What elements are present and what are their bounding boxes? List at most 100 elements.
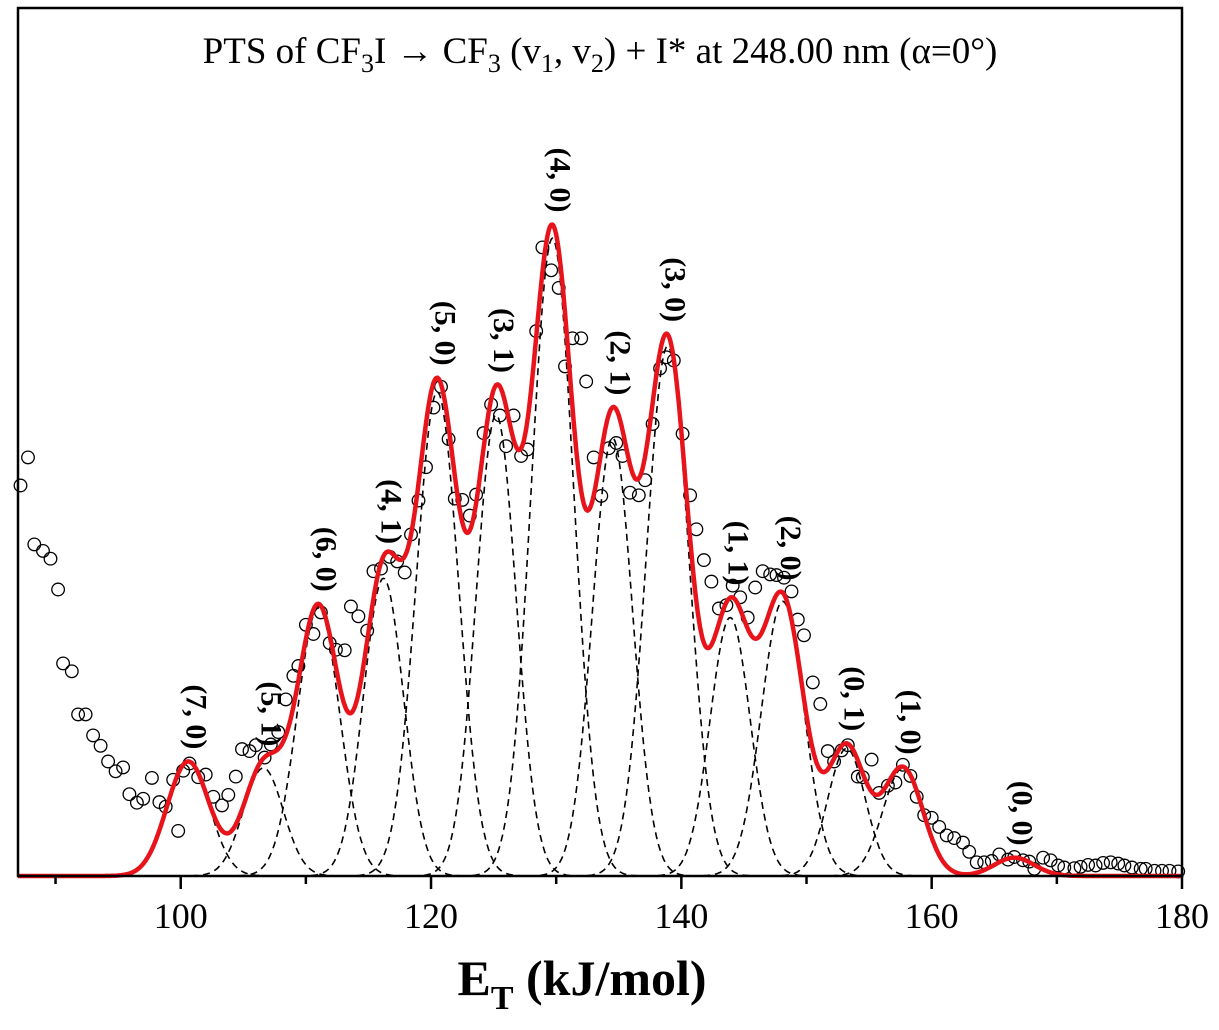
data-point bbox=[623, 485, 637, 500]
component-curve bbox=[424, 237, 681, 877]
component-curve bbox=[60, 760, 316, 877]
data-point bbox=[228, 769, 243, 784]
peak-label: (3, 0) bbox=[659, 257, 692, 322]
fit-curve bbox=[17, 222, 1183, 879]
peak-label: (4, 1) bbox=[375, 479, 408, 544]
peak-label: (0, 1) bbox=[838, 666, 871, 731]
data-point bbox=[221, 787, 236, 802]
peak-label: (1, 0) bbox=[894, 690, 927, 755]
data-point bbox=[631, 488, 646, 503]
data-point bbox=[86, 728, 101, 743]
peak-label: (7, 0) bbox=[179, 684, 212, 749]
data-point bbox=[351, 609, 366, 624]
x-tick-label: 140 bbox=[654, 896, 708, 936]
component-curve bbox=[190, 606, 447, 877]
data-point bbox=[797, 628, 811, 643]
data-point bbox=[1088, 858, 1103, 873]
data-point bbox=[1051, 858, 1066, 873]
data-point bbox=[64, 664, 79, 679]
data-point bbox=[763, 567, 778, 582]
component-curve bbox=[309, 390, 565, 877]
data-point bbox=[689, 522, 704, 537]
data-point bbox=[609, 436, 624, 450]
peak-label: (3, 1) bbox=[487, 308, 520, 373]
data-point bbox=[13, 478, 28, 493]
peak-label: (6, 0) bbox=[309, 527, 342, 592]
data-point bbox=[390, 554, 405, 569]
data-point bbox=[257, 750, 272, 765]
data-point bbox=[1043, 853, 1058, 868]
data-point bbox=[397, 565, 412, 580]
data-point bbox=[805, 675, 820, 690]
data-point bbox=[1036, 850, 1051, 865]
data-point bbox=[1096, 855, 1111, 870]
x-tick-label: 120 bbox=[404, 896, 458, 936]
peak-labels: (7, 0) (5, 1) (6, 0) (4, 1) (5, 0) (3, 1) (4, … bbox=[179, 148, 1038, 846]
data-point bbox=[903, 768, 918, 783]
data-point bbox=[1103, 855, 1118, 870]
x-axis-label: ET (kJ/mol) bbox=[457, 950, 706, 1017]
data-point bbox=[1124, 860, 1139, 875]
data-point bbox=[932, 819, 947, 834]
x-tick-label: 180 bbox=[1155, 896, 1209, 936]
component-curve bbox=[655, 600, 911, 877]
data-point bbox=[769, 568, 784, 583]
data-point bbox=[755, 564, 770, 579]
data-point bbox=[683, 488, 698, 503]
peak-label: (5, 1) bbox=[254, 681, 287, 746]
peak-label: (2, 0) bbox=[774, 516, 807, 581]
data-point bbox=[93, 738, 108, 753]
data-point bbox=[813, 697, 828, 711]
data-point bbox=[1081, 857, 1096, 872]
data-point bbox=[51, 582, 66, 597]
data-point bbox=[696, 553, 711, 568]
total-fit-line bbox=[17, 222, 1183, 879]
data-point bbox=[71, 707, 86, 722]
data-point bbox=[215, 798, 229, 813]
peak-label: (2, 1) bbox=[604, 330, 637, 395]
data-point bbox=[171, 823, 186, 838]
data-point bbox=[108, 764, 123, 779]
data-point bbox=[1073, 859, 1088, 874]
chart-title: PTS of CF3I → CF3 (v1, v2) + I* at 248.00… bbox=[203, 31, 998, 78]
component-curves bbox=[60, 237, 1135, 877]
peak-label: (4, 0) bbox=[543, 148, 576, 213]
data-point bbox=[499, 439, 514, 454]
data-point bbox=[962, 844, 977, 859]
component-curve bbox=[492, 436, 733, 877]
data-point bbox=[343, 599, 358, 614]
data-point bbox=[748, 580, 763, 595]
data-point bbox=[820, 744, 835, 759]
component-curve bbox=[539, 345, 796, 877]
data-point bbox=[27, 537, 42, 552]
data-point bbox=[939, 828, 954, 843]
data-point bbox=[579, 374, 594, 389]
data-point bbox=[43, 551, 58, 566]
x-axis: 100 120 140 160 180 bbox=[54, 876, 1209, 936]
data-point bbox=[56, 656, 71, 671]
data-point bbox=[235, 742, 249, 757]
plot-frame bbox=[16, 6, 1184, 878]
plot-area: (7, 0) (5, 1) (6, 0) (4, 1) (5, 0) (3, 1) (4, … bbox=[13, 148, 1186, 879]
data-point bbox=[21, 450, 35, 465]
data-point bbox=[263, 737, 278, 752]
data-point bbox=[777, 570, 791, 585]
data-point bbox=[116, 760, 131, 775]
data-point bbox=[1111, 856, 1126, 871]
data-point bbox=[122, 787, 137, 802]
data-point bbox=[36, 543, 50, 558]
data-point bbox=[78, 707, 93, 722]
data-point bbox=[136, 791, 151, 806]
x-tick-label: 160 bbox=[905, 896, 959, 936]
component-curve bbox=[782, 767, 1023, 877]
peak-label: (0, 0) bbox=[1005, 781, 1038, 846]
data-point bbox=[725, 578, 740, 593]
data-point bbox=[1117, 858, 1132, 873]
data-point bbox=[864, 752, 879, 767]
data-point bbox=[278, 692, 293, 707]
data-point bbox=[337, 643, 352, 658]
component-curve bbox=[143, 767, 384, 877]
data-point bbox=[492, 408, 507, 423]
data-point bbox=[784, 584, 799, 599]
